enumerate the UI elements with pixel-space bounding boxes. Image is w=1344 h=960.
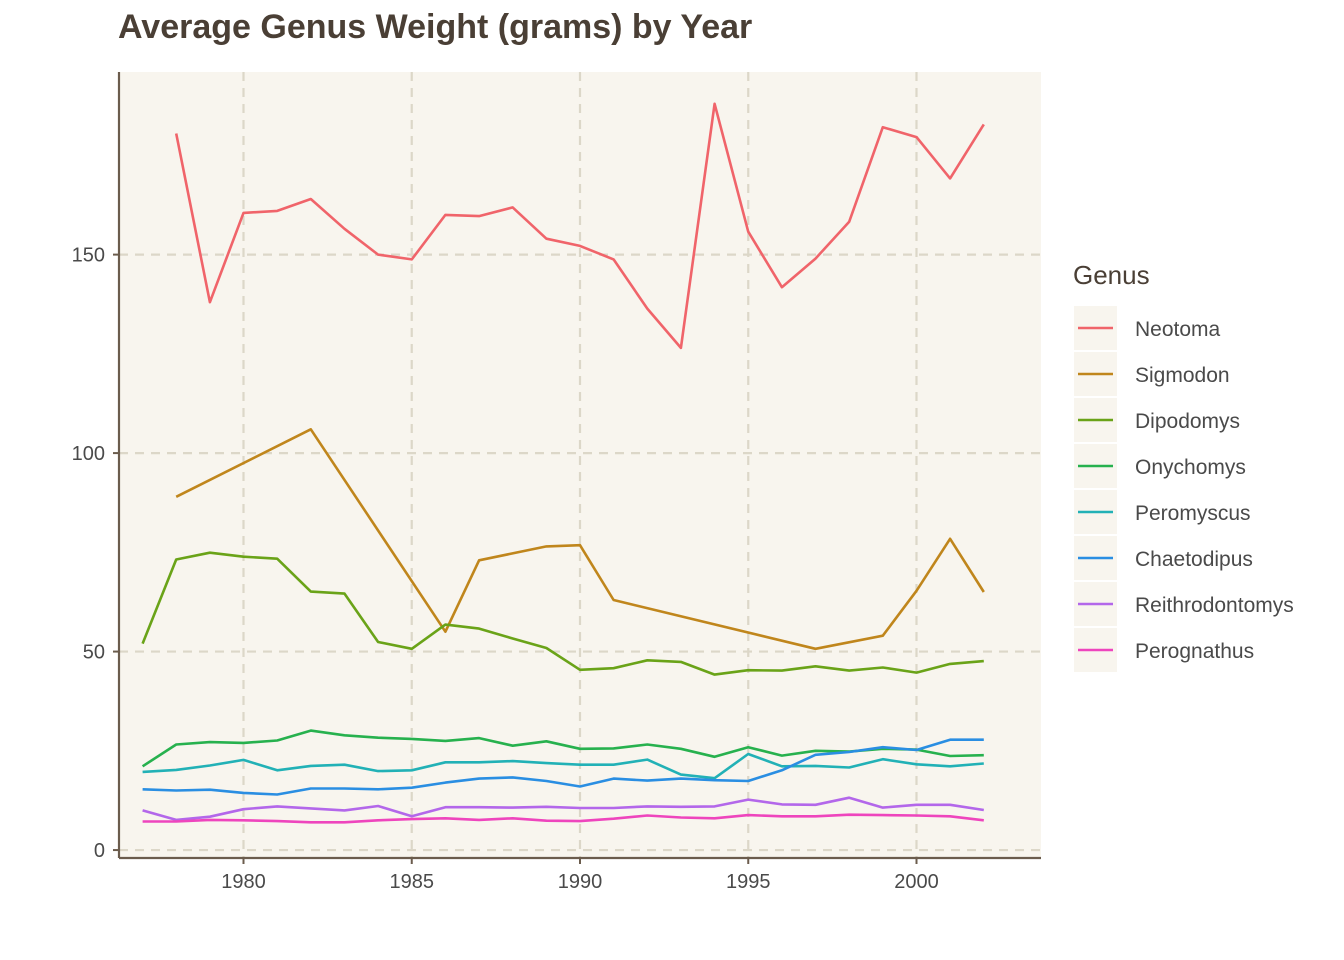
legend-label-neotoma: Neotoma (1135, 318, 1221, 341)
legend-label-onychomys: Onychomys (1135, 456, 1246, 479)
x-tick-label: 1980 (221, 871, 266, 893)
series-line-sigmodon (175, 427, 985, 651)
y-tick-label: 50 (83, 642, 105, 664)
legend-label-dipodomys: Dipodomys (1135, 410, 1240, 433)
series-line-peromyscus (142, 752, 984, 780)
legend-label-reithrodontomys: Reithrodontomys (1135, 594, 1294, 617)
legend: Genus Neotoma Sigmodon Dipodomys Onychomys Pe… (1073, 260, 1294, 672)
x-tick-label: 1990 (558, 871, 603, 893)
series-line-perognathus (142, 813, 984, 824)
legend-label-perognathus: Perognathus (1135, 640, 1254, 663)
series-line-reithrodontomys (142, 796, 984, 822)
legend-label-chaetodipus: Chaetodipus (1135, 548, 1253, 571)
axes: 1980 1985 1990 1995 2000 0 50 100 150 (72, 72, 1041, 893)
chart-title: Average Genus Weight (grams) by Year (118, 8, 753, 46)
y-tick-label: 150 (72, 245, 105, 267)
series-line-dipodomys (141, 551, 984, 676)
series-line-chaetodipus (142, 738, 984, 796)
series-line-neotoma (174, 102, 985, 350)
y-tick-label: 100 (72, 443, 105, 465)
grid-lines (119, 72, 1041, 858)
x-tick-label: 1985 (390, 871, 435, 893)
legend-title: Genus (1073, 260, 1150, 290)
legend-label-sigmodon: Sigmodon (1135, 364, 1230, 387)
legend-label-peromyscus: Peromyscus (1135, 502, 1251, 525)
x-tick-label: 1995 (726, 871, 771, 893)
y-tick-label: 0 (94, 840, 105, 862)
series-lines (141, 102, 985, 824)
x-tick-label: 2000 (894, 871, 939, 893)
